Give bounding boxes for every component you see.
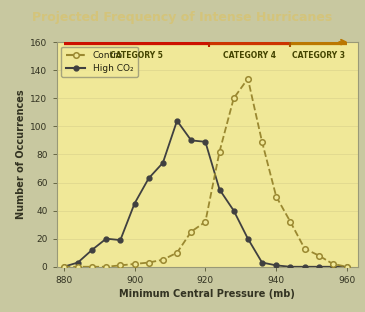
Legend: Control, High CO₂: Control, High CO₂ xyxy=(61,46,138,77)
Text: CATEGORY 3: CATEGORY 3 xyxy=(292,51,345,60)
Text: Projected Frequency of Intense Hurricanes: Projected Frequency of Intense Hurricane… xyxy=(32,12,333,24)
Y-axis label: Number of Occurrences: Number of Occurrences xyxy=(16,90,26,219)
Text: CATEGORY 4: CATEGORY 4 xyxy=(223,51,276,60)
X-axis label: Minimum Central Pressure (mb): Minimum Central Pressure (mb) xyxy=(119,289,295,299)
Text: CATEGORY 5: CATEGORY 5 xyxy=(110,51,163,60)
